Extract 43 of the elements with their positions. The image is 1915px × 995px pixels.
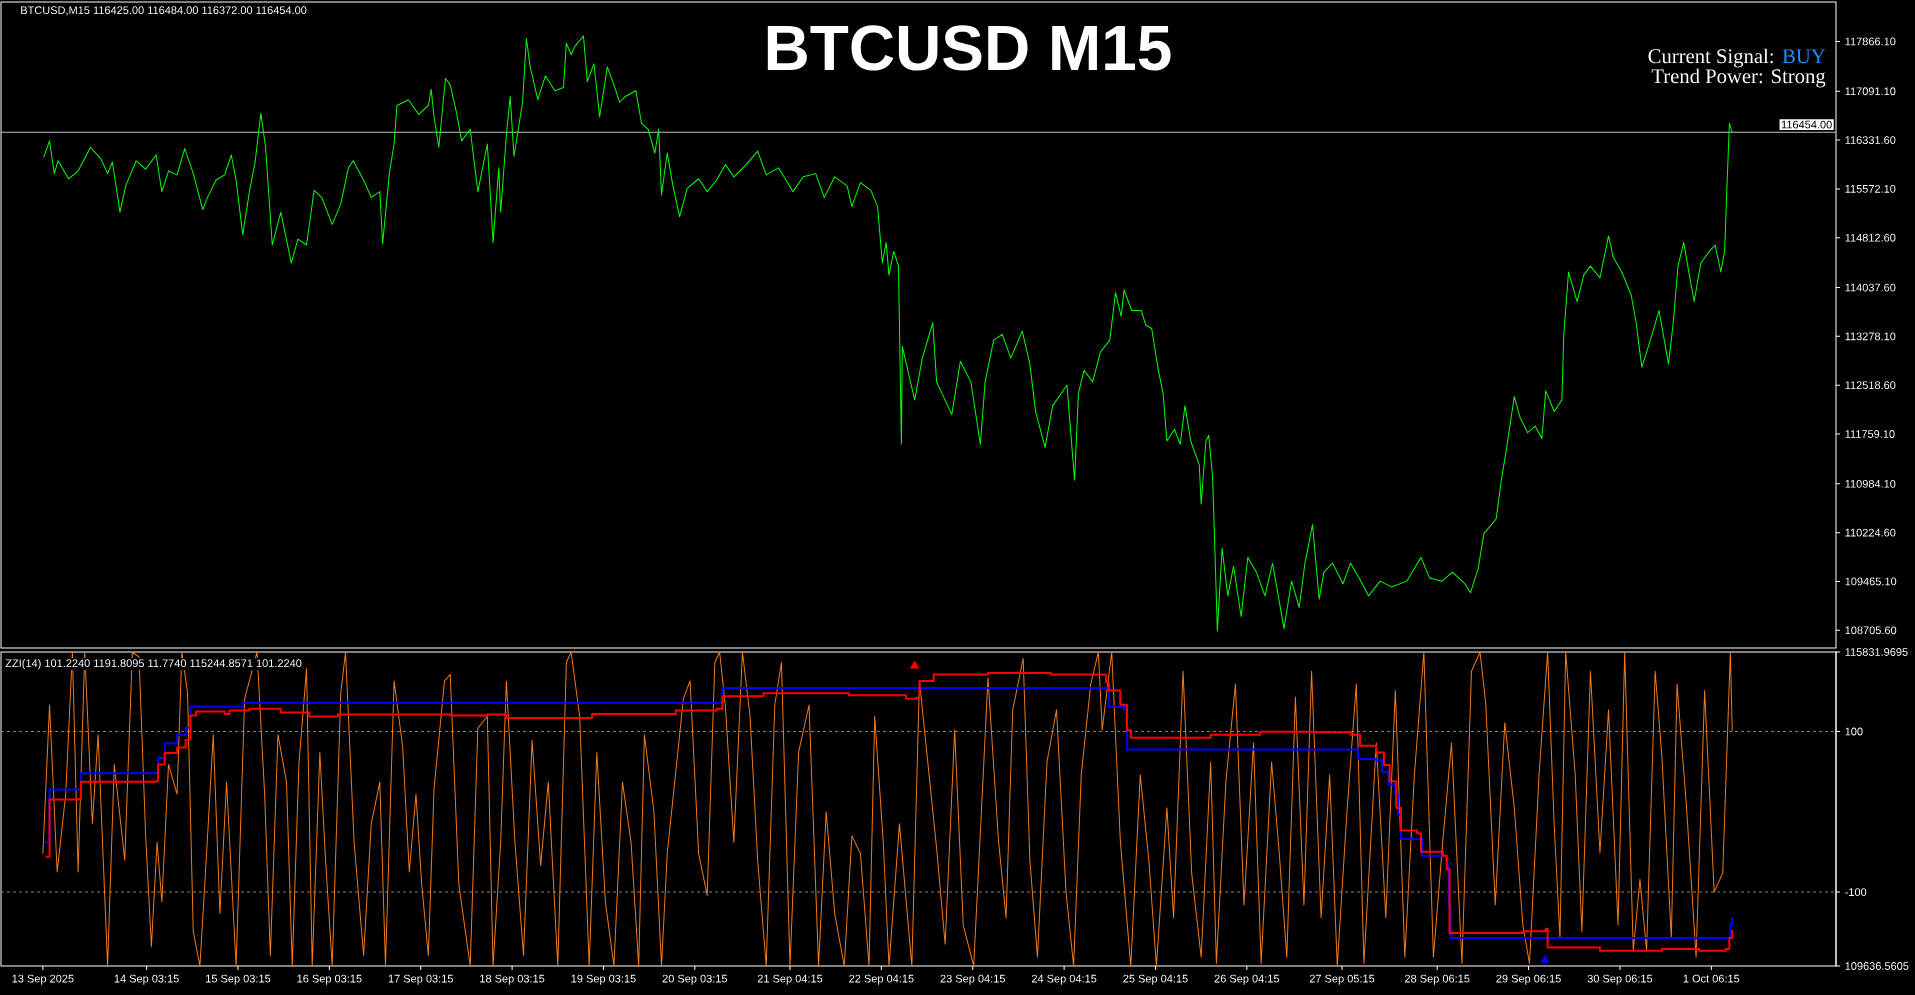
x-tick-label: 19 Sep 03:15 [571, 974, 636, 985]
y-tick-label: 114812.60 [1845, 233, 1896, 242]
y-tick-label: 116331.60 [1845, 136, 1896, 144]
y-tick-label: 113278.10 [1845, 332, 1896, 341]
x-tick-label: 24 Sep 04:15 [1031, 974, 1097, 985]
y-tick-label: 115572.10 [1845, 185, 1896, 193]
annotation: BTCUSD,M15 116425.00 116484.00 116372.00 116454.00 [21, 6, 307, 16]
ref-line-label: 116454.00 [1781, 120, 1832, 129]
y-tick-label: 117091.10 [1845, 87, 1896, 96]
x-tick-label: 16 Sep 03:15 [297, 974, 362, 985]
x-tick-label: 14 Sep 03:15 [114, 974, 179, 985]
x-tick-label: 20 Sep 03:15 [662, 974, 728, 985]
x-tick-label: 13 Sep 2025 [12, 974, 74, 985]
y-tick-label: 117866.10 [1845, 37, 1896, 46]
x-tick-label: 26 Sep 04:15 [1214, 974, 1280, 985]
y-tick-label: 111759.10 [1845, 430, 1895, 438]
y-tick-label: 112518.60 [1845, 381, 1896, 390]
y-tick-label: -100 [1845, 888, 1867, 896]
x-tick-label: 29 Sep 06:15 [1496, 974, 1561, 985]
x-tick-label: 22 Sep 04:15 [849, 974, 914, 985]
x-tick-label: 25 Sep 04:15 [1123, 974, 1188, 985]
x-tick-label: 28 Sep 06:15 [1405, 974, 1470, 985]
x-tick-label: 27 Sep 05:15 [1309, 974, 1375, 985]
annotation: ZZI(14) 101.2240 1191.8095 11.7740 115244.8571 101.2240 [5, 659, 302, 670]
annotation: Trend Power: Strong [1651, 68, 1826, 88]
y-tick-label: 110224.60 [1845, 528, 1896, 537]
y-tick-label: 108705.60 [1845, 626, 1897, 635]
y-tick-label: 109465.10 [1845, 577, 1897, 586]
x-tick-label: 1 Oct 06:15 [1683, 974, 1740, 983]
x-tick-label: 17 Sep 03:15 [388, 974, 453, 985]
y2-tick-label: 115831.9695 [1845, 648, 1908, 656]
y-tick-label: 110984.10 [1845, 479, 1896, 488]
x-tick-label: 30 Sep 06:15 [1587, 974, 1653, 985]
x-tick-label: 21 Sep 04:15 [757, 974, 823, 985]
y-tick-label: 100 [1845, 727, 1863, 736]
y-tick-label: 114037.60 [1845, 283, 1896, 292]
y2-tick-label: 109636.5605 [1845, 962, 1909, 970]
annotation: Current Signal: [1648, 48, 1773, 68]
x-tick-label: 18 Sep 03:15 [480, 974, 545, 985]
chart-title: BTCUSD M15 [767, 25, 1171, 71]
x-tick-label: 15 Sep 03:15 [206, 974, 271, 985]
x-tick-label: 23 Sep 04:15 [940, 974, 1005, 985]
annotation: BUY [1782, 49, 1826, 64]
